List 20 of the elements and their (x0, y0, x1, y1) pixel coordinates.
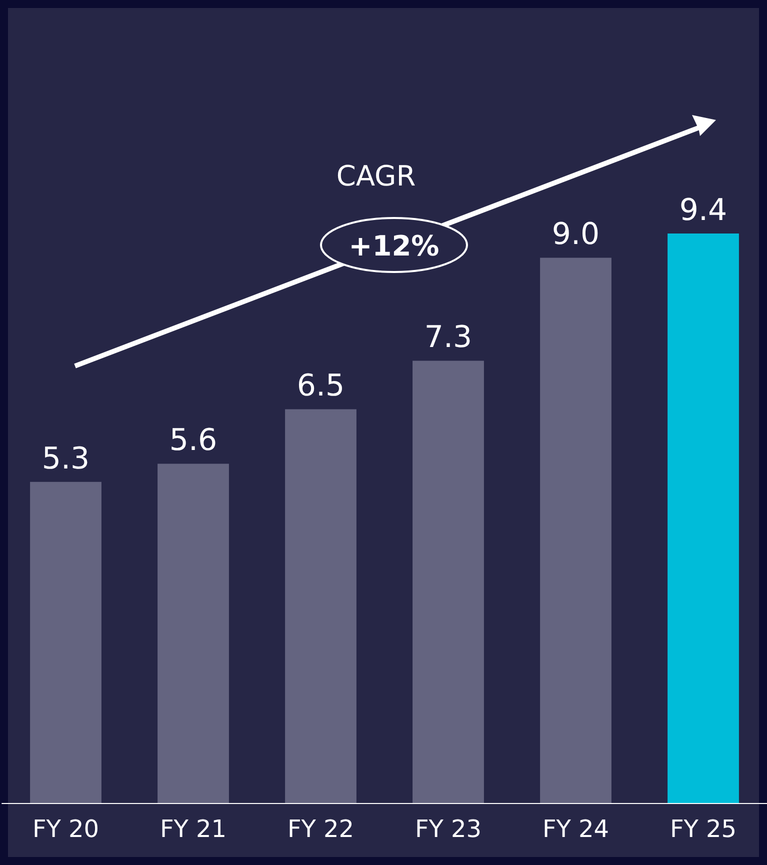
x-tick-label: FY 21 (160, 815, 227, 843)
x-tick-label: FY 20 (32, 815, 100, 843)
data-label: 7.3 (424, 320, 472, 356)
x-tick-label: FY 25 (670, 815, 737, 843)
text: CAGR (336, 160, 416, 192)
annotation: +12% (348, 230, 440, 262)
bar (412, 360, 484, 803)
data-label: 5.6 (169, 423, 218, 458)
bar (158, 464, 229, 803)
data-label: 6.5 (296, 368, 345, 404)
bar (540, 258, 612, 803)
x-tick-label: FY 23 (414, 815, 482, 843)
data-label: 5.3 (42, 441, 90, 476)
x-tick-label: FY 22 (287, 815, 354, 843)
bar (285, 409, 356, 803)
bar (668, 233, 739, 803)
data-label: 9.4 (679, 192, 728, 228)
bar (30, 482, 102, 803)
data-label: 9.0 (552, 217, 600, 252)
x-tick-label: FY 24 (542, 815, 610, 843)
